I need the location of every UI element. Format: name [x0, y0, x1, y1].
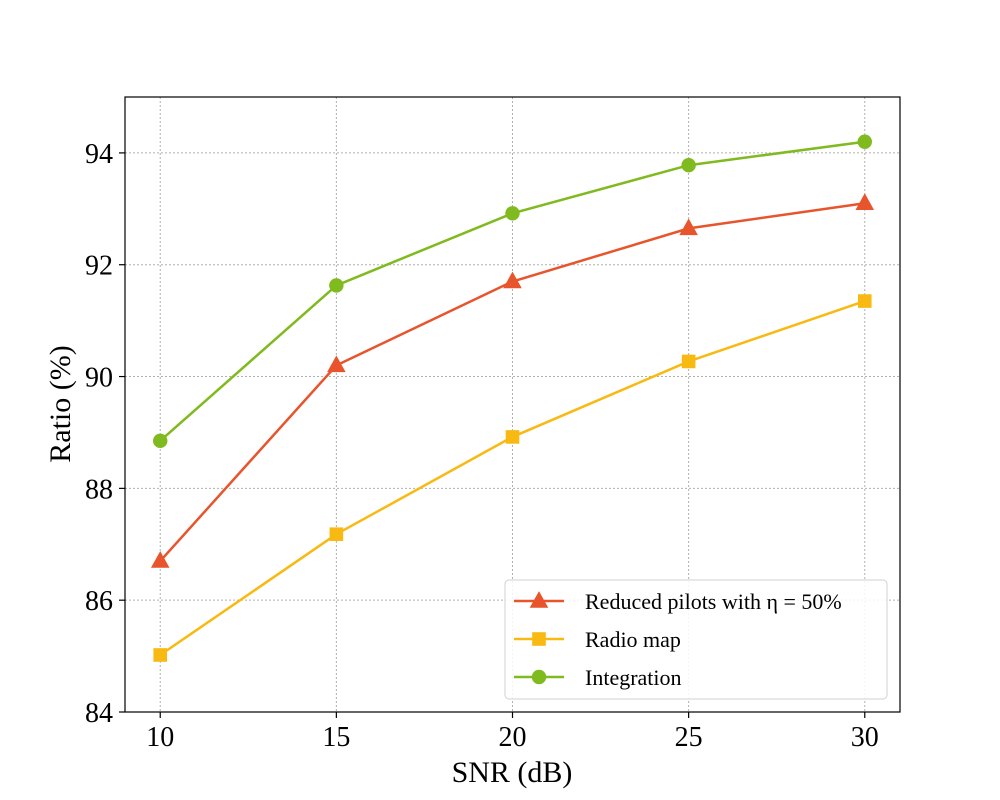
legend-label: Integration — [585, 665, 682, 690]
legend-marker — [532, 632, 546, 646]
data-point — [150, 551, 170, 568]
y-tick-label: 84 — [85, 698, 113, 729]
y-tick-label: 86 — [85, 586, 113, 617]
series-layer — [150, 134, 875, 662]
data-point — [855, 193, 875, 210]
data-point — [327, 355, 346, 373]
legend-entry: Reduced pilots with η = 50% — [514, 589, 842, 614]
data-point — [153, 648, 168, 662]
x-tick-label: 10 — [146, 722, 174, 753]
y-tick-label: 94 — [85, 139, 113, 170]
legend-marker — [531, 669, 547, 685]
x-axis-label: SNR (dB) — [452, 756, 573, 789]
data-point — [329, 278, 344, 293]
data-point — [681, 354, 696, 369]
series-1 — [150, 193, 875, 568]
x-tick-label: 20 — [499, 722, 527, 753]
data-point — [505, 430, 520, 444]
legend-label: Radio map — [585, 627, 681, 652]
y-tick-label: 92 — [85, 251, 113, 282]
axis-ticks: 10 15 20 25 30 84 86 88 90 92 94 — [85, 139, 879, 753]
x-tick-label: 30 — [851, 722, 879, 753]
series-3 — [153, 134, 872, 449]
data-point — [679, 218, 698, 236]
legend: Reduced pilots with η = 50% Radio map Inte… — [504, 579, 888, 700]
data-point — [153, 433, 168, 449]
data-point — [857, 294, 872, 308]
y-tick-label: 88 — [85, 474, 113, 505]
series-2 — [153, 294, 872, 662]
x-tick-label: 25 — [675, 722, 703, 753]
legend-marker — [529, 591, 549, 608]
legend-label: Reduced pilots with η = 50% — [585, 589, 842, 614]
legend-box — [504, 579, 888, 700]
y-axis-label: Ratio (%) — [44, 345, 77, 462]
y-tick-label: 90 — [85, 363, 113, 394]
x-tick-label: 15 — [322, 722, 350, 753]
data-point — [505, 206, 520, 221]
data-point — [329, 527, 344, 542]
legend-entry: Integration — [514, 665, 682, 690]
plot-frame — [124, 96, 901, 713]
legend-entry: Radio map — [514, 627, 681, 652]
data-point — [503, 271, 522, 289]
data-point — [857, 134, 872, 149]
data-point — [681, 158, 696, 173]
